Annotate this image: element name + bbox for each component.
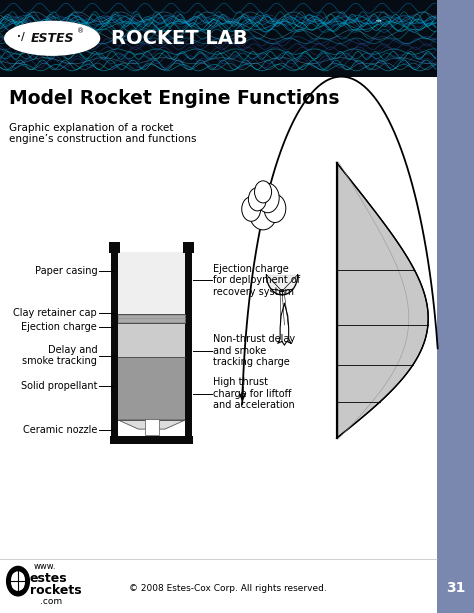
Text: Solid propellant: Solid propellant (21, 381, 97, 391)
Bar (111, 242, 118, 438)
Text: Non-thrust delay
and smoke
tracking charge: Non-thrust delay and smoke tracking char… (213, 334, 295, 367)
Text: Paper casing: Paper casing (35, 266, 97, 276)
Bar (183, 242, 194, 253)
Bar (110, 436, 193, 444)
Circle shape (264, 194, 286, 223)
Text: Ejection charge
for deployment of
recovery system: Ejection charge for deployment of recove… (213, 264, 301, 297)
Text: Ceramic nozzle: Ceramic nozzle (23, 425, 97, 435)
Bar (185, 242, 192, 438)
Text: ·/: ·/ (17, 32, 24, 42)
Circle shape (255, 181, 272, 203)
Text: Graphic explanation of a rocket
engine’s construction and functions: Graphic explanation of a rocket engine’s… (9, 123, 197, 144)
Bar (118, 314, 185, 323)
Text: ™: ™ (374, 18, 382, 28)
Bar (109, 242, 120, 253)
Circle shape (242, 197, 261, 221)
Bar (437, 0, 474, 613)
Text: .com: .com (40, 598, 63, 606)
Text: ROCKET LAB: ROCKET LAB (111, 29, 248, 48)
Text: Model Rocket Engine Functions: Model Rocket Engine Functions (9, 89, 340, 108)
Text: Delay and
smoke tracking: Delay and smoke tracking (22, 345, 97, 367)
Bar (118, 357, 185, 420)
Polygon shape (337, 162, 428, 438)
Bar (145, 419, 159, 435)
Text: ESTES: ESTES (31, 32, 74, 45)
Bar (118, 323, 185, 357)
Ellipse shape (5, 21, 100, 55)
Text: © 2008 Estes-Cox Corp. All rights reserved.: © 2008 Estes-Cox Corp. All rights reserv… (128, 584, 327, 593)
Text: 31: 31 (446, 582, 465, 595)
Text: www.: www. (34, 562, 56, 571)
Circle shape (249, 193, 277, 230)
Circle shape (248, 188, 266, 211)
Text: Ejection charge: Ejection charge (21, 322, 97, 332)
Circle shape (256, 183, 279, 213)
Bar (0, 0, 437, 77)
Text: estes: estes (30, 571, 67, 585)
Text: High thrust
charge for liftoff
and acceleration: High thrust charge for liftoff and accel… (213, 377, 295, 410)
Bar (118, 252, 185, 314)
Polygon shape (118, 420, 185, 429)
Circle shape (10, 571, 26, 591)
Text: ®: ® (77, 28, 84, 34)
Text: Clay retainer cap: Clay retainer cap (13, 308, 97, 318)
Text: rockets: rockets (30, 584, 82, 598)
Circle shape (7, 566, 29, 596)
